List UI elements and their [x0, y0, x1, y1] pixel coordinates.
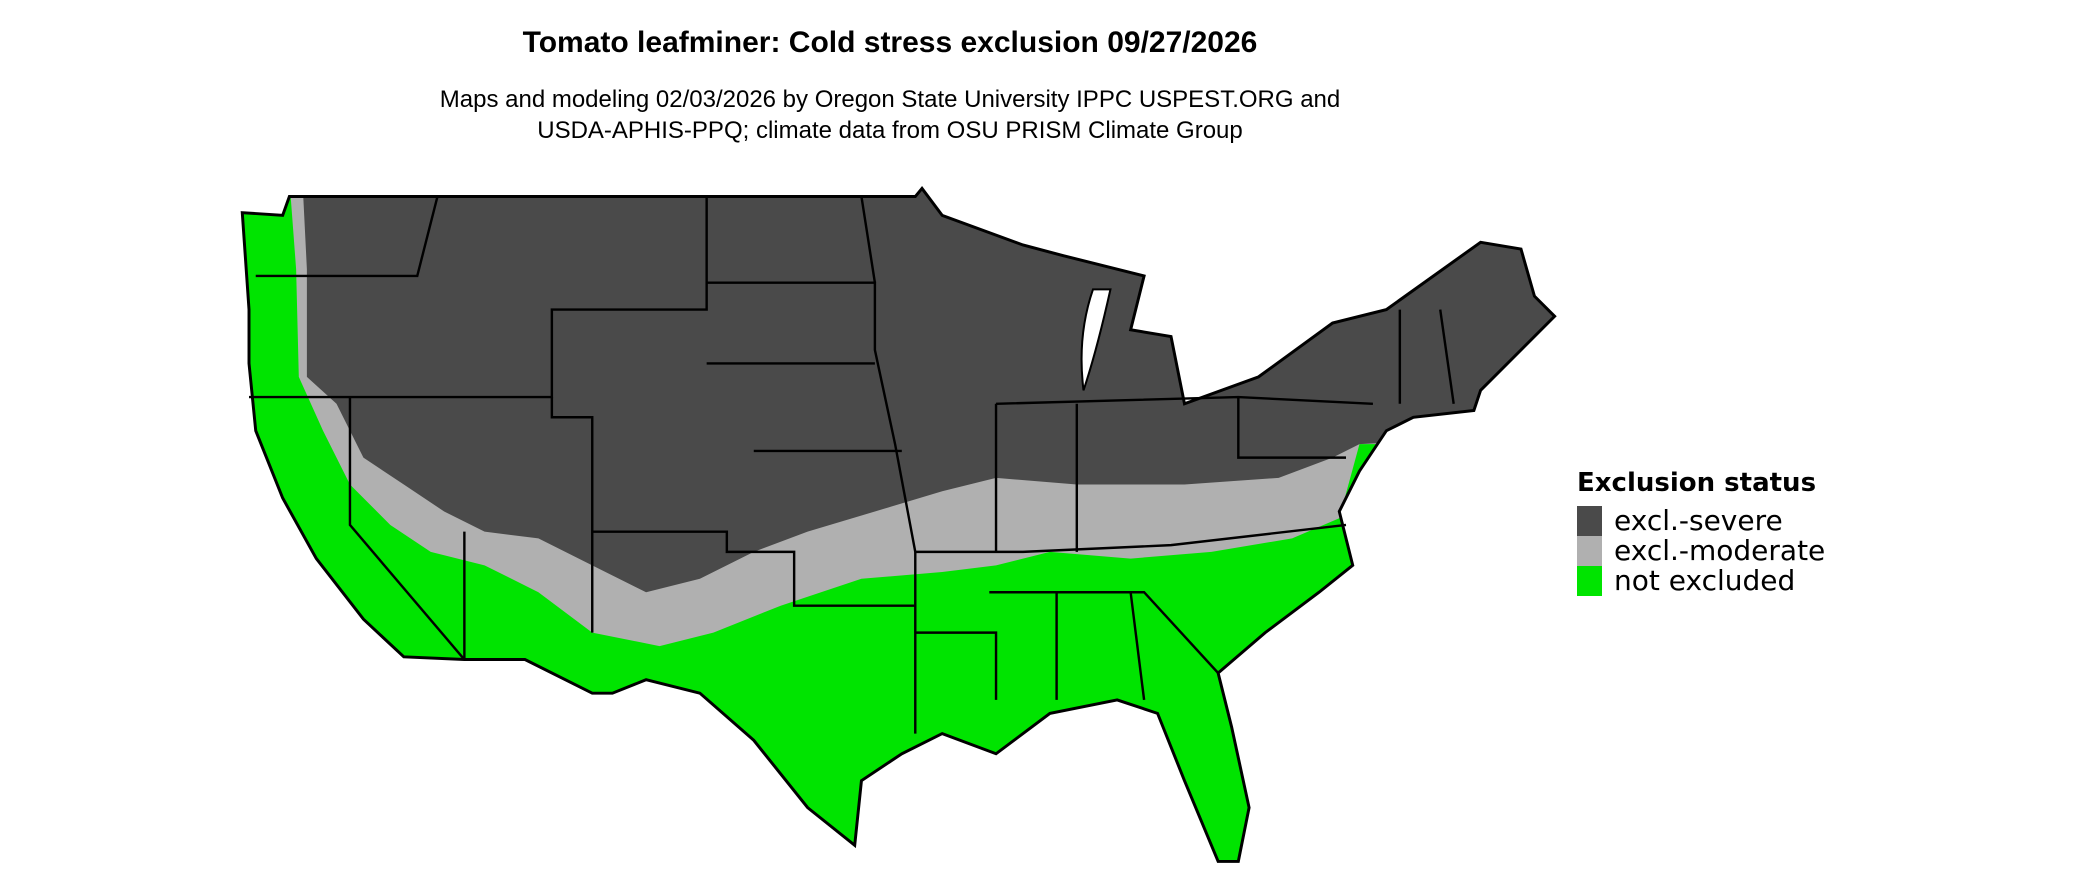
legend-item-moderate: excl.-moderate	[1577, 536, 1825, 566]
legend-label: excl.-severe	[1614, 504, 1783, 537]
legend-item-not-excluded: not excluded	[1577, 566, 1825, 596]
legend: Exclusion status excl.-severe excl.-mode…	[1577, 468, 1825, 596]
us-outline	[240, 186, 1557, 863]
legend-title: Exclusion status	[1577, 468, 1817, 498]
map-subtitle-line-1: Maps and modeling 02/03/2026 by Oregon S…	[439, 86, 1341, 113]
legend-label: excl.-moderate	[1614, 534, 1826, 567]
legend-swatch-not-excluded	[1577, 566, 1602, 596]
lake-michigan	[1080, 288, 1112, 391]
map-subtitle-line-2: USDA-APHIS-PPQ; climate data from OSU PR…	[537, 117, 1243, 144]
legend-swatch-moderate	[1577, 536, 1602, 566]
state-borders	[249, 196, 1455, 734]
map-title: Tomato leafminer: Cold stress exclusion …	[522, 26, 1258, 59]
legend-swatch-severe	[1577, 506, 1602, 536]
legend-label: not excluded	[1614, 564, 1796, 597]
legend-item-severe: excl.-severe	[1577, 506, 1825, 536]
